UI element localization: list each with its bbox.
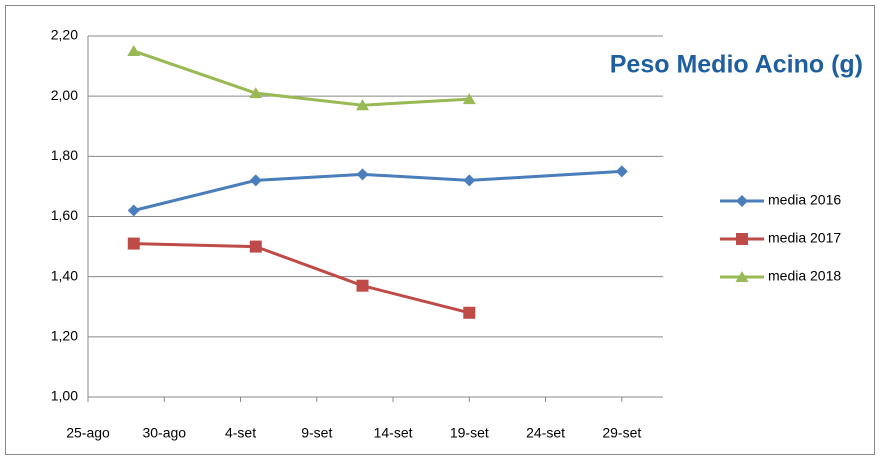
series-line — [133, 242, 470, 315]
y-tick-label: 1,60 — [51, 207, 78, 223]
marker — [463, 174, 476, 187]
marker — [249, 174, 262, 187]
marker — [356, 99, 370, 111]
marker — [356, 279, 369, 292]
x-tick-label: 25-ago — [66, 425, 110, 441]
marker — [127, 237, 140, 250]
x-tick-label: 30-ago — [142, 425, 186, 441]
marker — [615, 165, 628, 178]
x-tick-label: 24-set — [526, 425, 565, 441]
y-tick-label: 1,20 — [51, 328, 78, 344]
marker — [736, 195, 748, 207]
x-tick-label: 29-set — [602, 425, 641, 441]
y-tick-label: 1,00 — [51, 388, 78, 404]
x-tick-label: 4-set — [225, 425, 256, 441]
x-tick-label: 14-set — [374, 425, 413, 441]
marker — [735, 271, 749, 282]
x-tick-label: 19-set — [450, 425, 489, 441]
series-line — [133, 49, 470, 107]
marker — [736, 233, 748, 245]
legend-label: media 2017 — [768, 230, 841, 246]
y-tick-label: 1,80 — [51, 147, 78, 163]
marker — [127, 45, 141, 57]
legend-label: media 2016 — [768, 192, 841, 208]
y-tick-label: 2,20 — [51, 27, 78, 43]
chart-title: Peso Medio Acino (g) — [610, 51, 863, 79]
y-tick-label: 2,00 — [51, 87, 78, 103]
chart-border — [5, 5, 875, 455]
x-tick-label: 9-set — [301, 425, 332, 441]
marker — [249, 87, 263, 99]
legend-label: media 2018 — [768, 268, 841, 284]
marker — [462, 93, 476, 105]
y-tick-label: 1,40 — [51, 267, 78, 283]
marker — [127, 204, 140, 217]
marker — [356, 168, 369, 181]
marker — [249, 240, 262, 253]
marker — [463, 306, 476, 319]
